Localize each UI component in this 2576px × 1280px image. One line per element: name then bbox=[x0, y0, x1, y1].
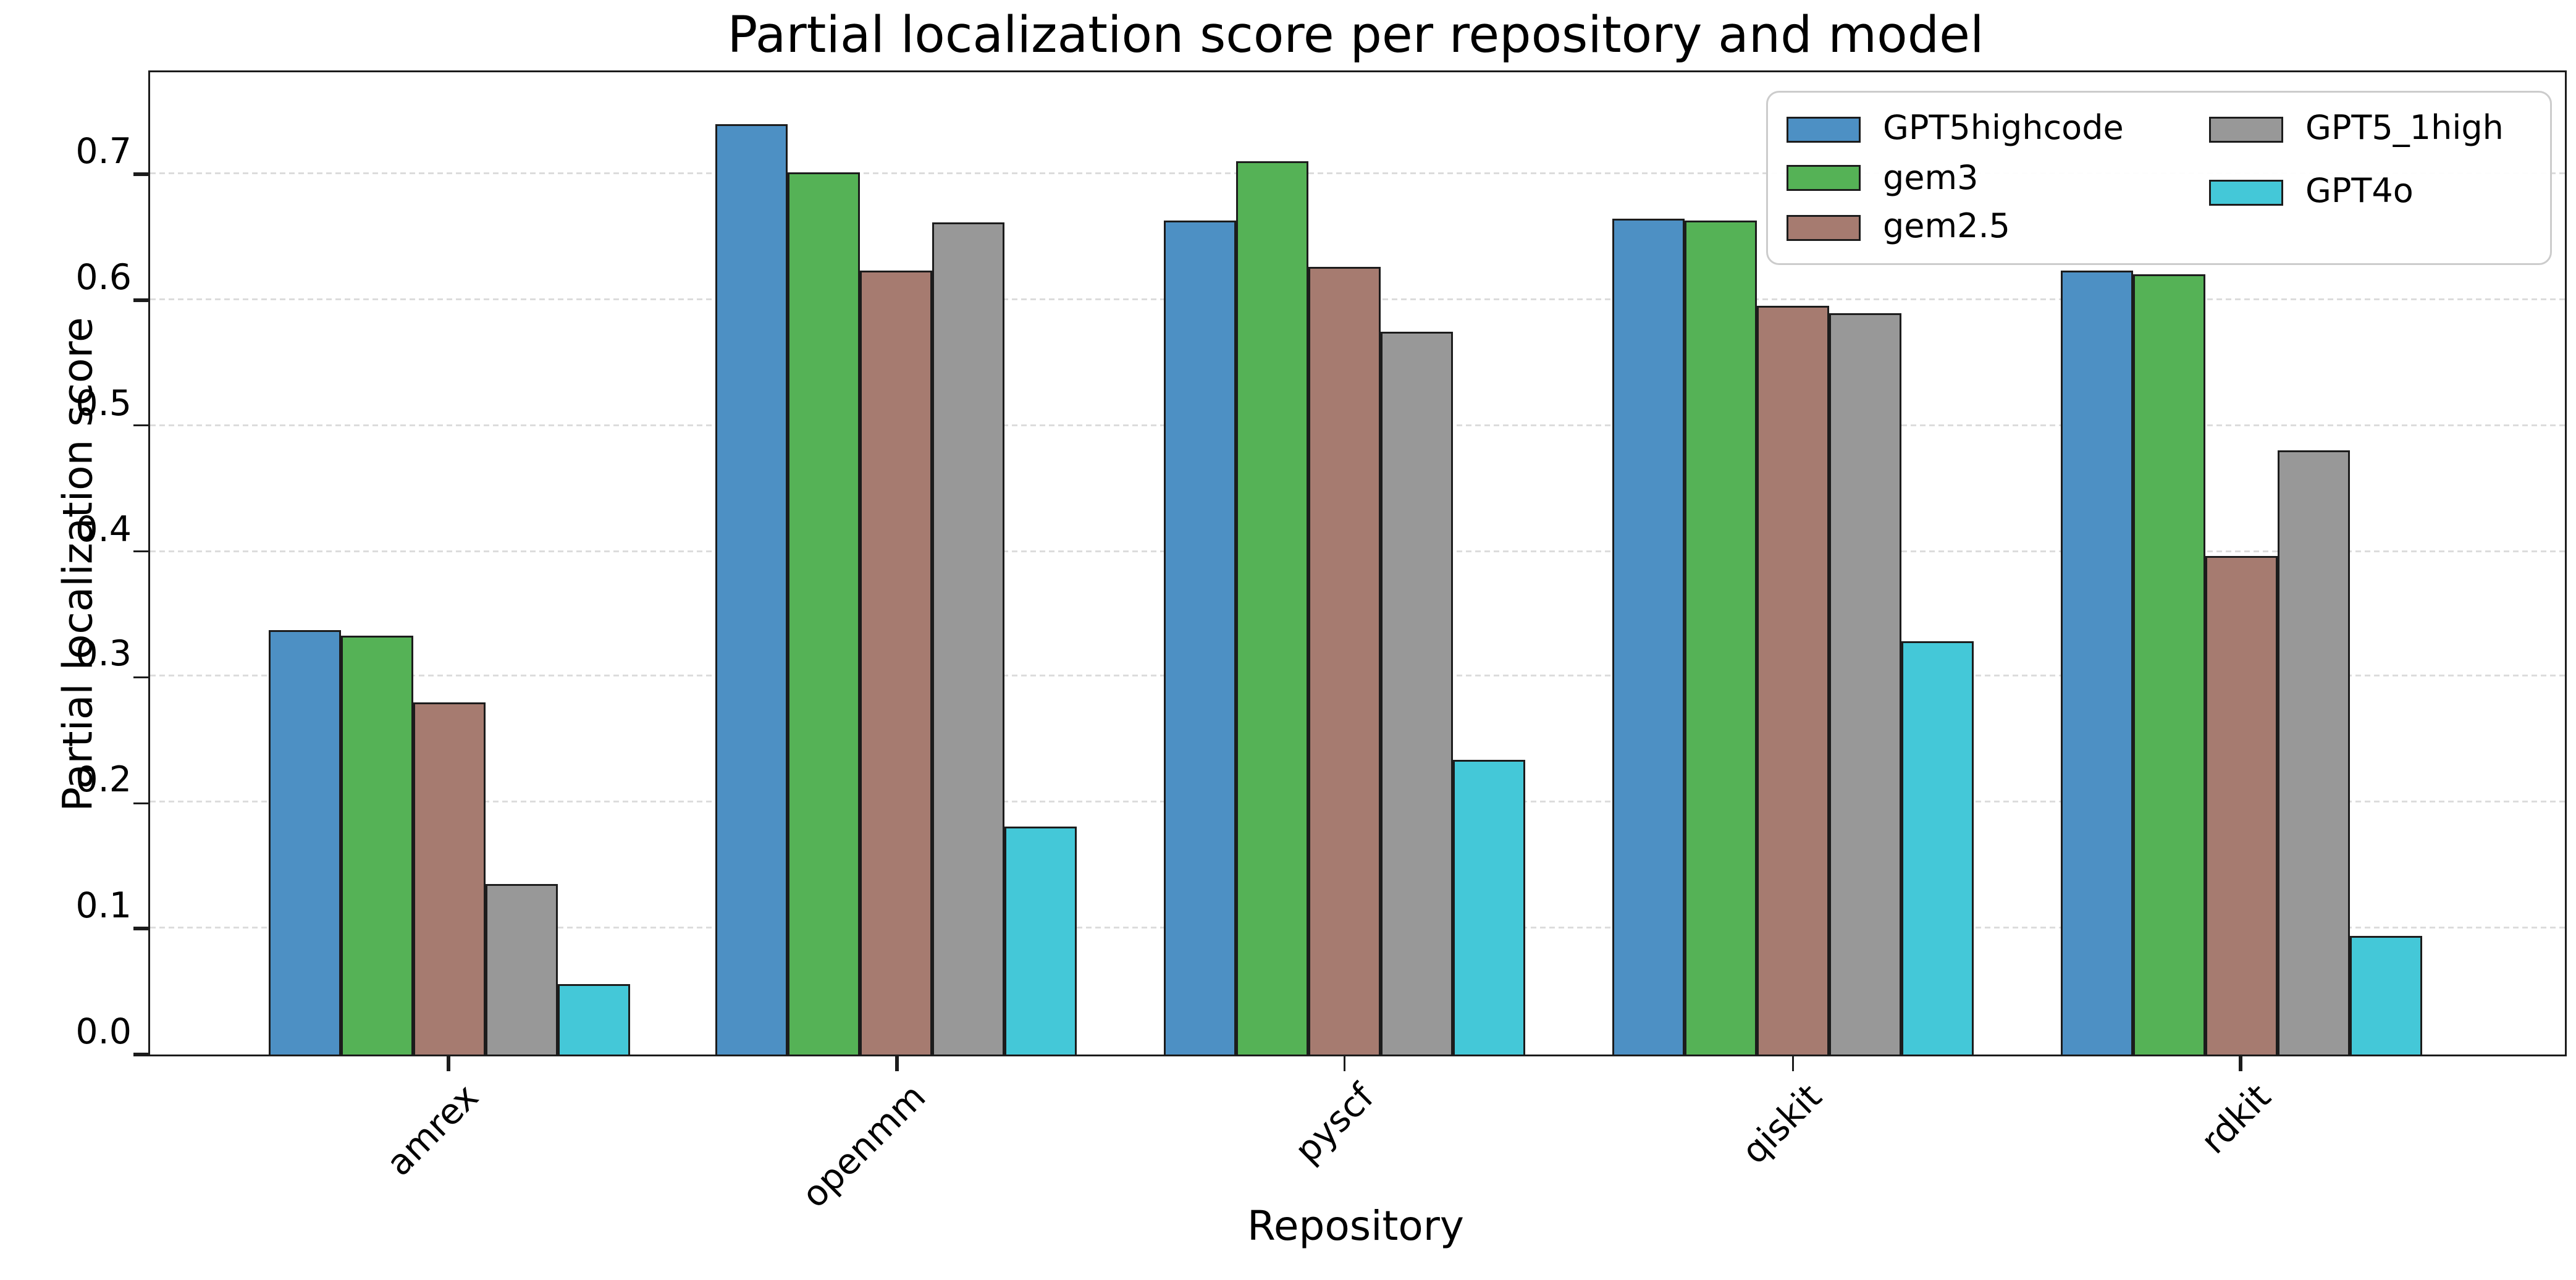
bar-gem2.5-amrex bbox=[412, 702, 485, 1055]
bar-GPT4o-amrex bbox=[557, 984, 629, 1055]
bar-gem2.5-pyscf bbox=[1308, 266, 1381, 1055]
bar-GPT4o-qiskit bbox=[1901, 642, 1974, 1055]
bar-group-openmm bbox=[715, 72, 1077, 1055]
legend-label-GPT5_1high: GPT5_1high bbox=[2305, 109, 2504, 148]
y-tick-0.6 bbox=[133, 298, 150, 301]
x-axis-label: Repository bbox=[1247, 1205, 1464, 1251]
bar-gem2.5-openmm bbox=[860, 271, 933, 1055]
y-tick-0.3 bbox=[133, 676, 150, 679]
bar-GPT5highcode-qiskit bbox=[1612, 218, 1685, 1055]
bar-group-pyscf bbox=[1164, 72, 1525, 1055]
bar-GPT5_1high-rdkit bbox=[2276, 449, 2349, 1055]
x-tick-label-qiskit: qiskit bbox=[1735, 1077, 1831, 1173]
bar-GPT5_1high-amrex bbox=[484, 885, 557, 1055]
bar-gem2.5-qiskit bbox=[1756, 306, 1829, 1055]
y-tick-0.1 bbox=[133, 927, 150, 930]
x-tick-qiskit bbox=[1791, 1055, 1794, 1071]
bar-gem3-pyscf bbox=[1236, 161, 1308, 1055]
y-tick-label-0.7: 0.7 bbox=[75, 131, 132, 172]
y-tick-label-0.4: 0.4 bbox=[75, 508, 132, 550]
y-tick-0.4 bbox=[133, 550, 150, 553]
bar-group-rdkit bbox=[2060, 72, 2422, 1055]
legend-label-gem3: gem3 bbox=[1883, 158, 1979, 198]
legend-swatch-gem2.5 bbox=[1787, 214, 1861, 240]
chart-title: Partial localization score per repositor… bbox=[727, 7, 1984, 65]
bar-GPT4o-pyscf bbox=[1453, 759, 1525, 1055]
plot-area: 0.0 0.1 0.2 0.3 0.4 0.5 0.6 0.7 amrex openmm pyscf… bbox=[75, 70, 2567, 1216]
legend-item-gem3: gem3 bbox=[1787, 155, 2209, 201]
y-tick-0.0 bbox=[133, 1053, 150, 1056]
bar-gem3-rdkit bbox=[2132, 273, 2205, 1055]
legend-swatch-gem3 bbox=[1787, 165, 1861, 191]
bar-GPT5highcode-rdkit bbox=[2060, 271, 2132, 1055]
bar-GPT5highcode-amrex bbox=[267, 629, 340, 1055]
bar-GPT5_1high-pyscf bbox=[1381, 332, 1453, 1055]
bar-gem3-openmm bbox=[788, 171, 861, 1055]
legend-label-GPT5highcode: GPT5highcode bbox=[1883, 109, 2124, 148]
legend-swatch-GPT5highcode bbox=[1787, 116, 1861, 142]
y-tick-0.2 bbox=[133, 801, 150, 805]
y-tick-label-0.0: 0.0 bbox=[75, 1012, 132, 1053]
y-tick-0.7 bbox=[133, 172, 150, 176]
x-tick-label-openmm: openmm bbox=[795, 1077, 935, 1216]
legend-item-GPT5highcode: GPT5highcode bbox=[1787, 106, 2209, 152]
y-tick-label-0.5: 0.5 bbox=[75, 383, 132, 424]
legend-item-gem2.5: gem2.5 bbox=[1787, 204, 2209, 250]
y-tick-label-0.6: 0.6 bbox=[75, 257, 132, 298]
x-tick-label-pyscf: pyscf bbox=[1287, 1077, 1383, 1172]
bar-GPT5highcode-pyscf bbox=[1164, 221, 1236, 1055]
bar-gem2.5-rdkit bbox=[2204, 555, 2277, 1055]
y-tick-label-0.3: 0.3 bbox=[75, 634, 132, 676]
legend-label-gem2.5: gem2.5 bbox=[1883, 208, 2011, 246]
bar-GPT4o-rdkit bbox=[2349, 935, 2422, 1055]
legend-item-GPT4o: GPT4o bbox=[2209, 169, 2532, 215]
legend: GPT5highcode gem3 gem2.5 GPT5_1high GPT4o bbox=[1766, 91, 2552, 265]
bar-group-qiskit bbox=[1612, 72, 1974, 1055]
bar-GPT5_1high-openmm bbox=[932, 222, 1005, 1055]
legend-swatch-GPT5_1high bbox=[2209, 116, 2283, 142]
bar-GPT5_1high-qiskit bbox=[1829, 312, 1901, 1055]
y-tick-label-0.2: 0.2 bbox=[75, 760, 132, 801]
x-tick-rdkit bbox=[2239, 1055, 2242, 1071]
legend-label-GPT4o: GPT4o bbox=[2305, 172, 2414, 211]
legend-swatch-GPT4o bbox=[2209, 179, 2283, 205]
x-tick-amrex bbox=[447, 1055, 450, 1071]
x-tick-label-amrex: amrex bbox=[379, 1077, 487, 1185]
bar-GPT5highcode-openmm bbox=[715, 124, 788, 1055]
legend-item-GPT5_1high: GPT5_1high bbox=[2209, 106, 2532, 152]
gridline-0.7 bbox=[150, 172, 2565, 174]
bar-GPT4o-openmm bbox=[1004, 825, 1077, 1055]
legend-column-1: GPT5highcode gem3 gem2.5 bbox=[1787, 106, 2209, 250]
bar-gem3-amrex bbox=[340, 636, 413, 1055]
legend-column-2: GPT5_1high GPT4o bbox=[2209, 106, 2532, 250]
x-tick-pyscf bbox=[1343, 1055, 1346, 1071]
y-tick-label-0.1: 0.1 bbox=[75, 886, 132, 927]
bar-group-amrex bbox=[267, 72, 629, 1055]
x-tick-label-rdkit: rdkit bbox=[2193, 1077, 2279, 1163]
x-tick-openmm bbox=[895, 1055, 898, 1071]
y-tick-0.5 bbox=[133, 424, 150, 427]
bar-gem3-qiskit bbox=[1684, 221, 1757, 1055]
